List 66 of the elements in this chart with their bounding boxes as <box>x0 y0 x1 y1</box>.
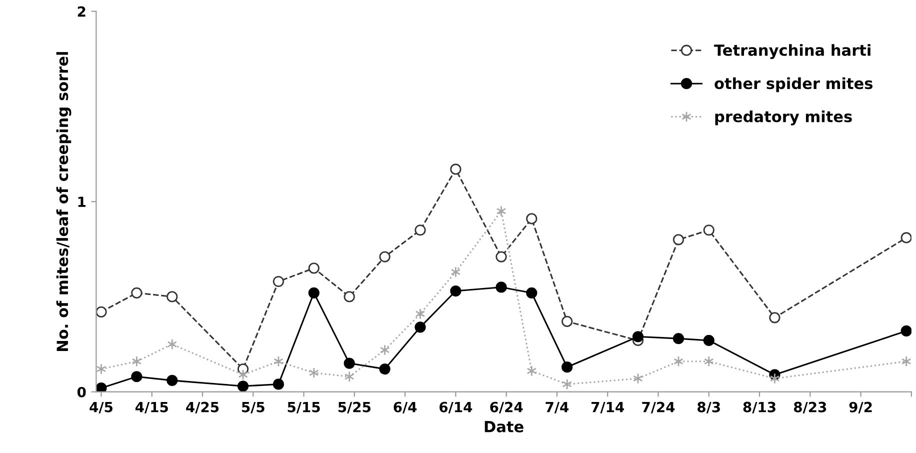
point <box>272 276 284 288</box>
point <box>131 287 142 298</box>
x-tick-label: 5/25 <box>338 402 370 414</box>
point <box>770 372 780 384</box>
point <box>703 334 714 346</box>
point <box>562 316 573 328</box>
point <box>308 287 320 298</box>
legend-label: other spider mites <box>714 77 872 92</box>
point <box>672 333 684 344</box>
point <box>96 306 107 318</box>
point <box>450 164 462 175</box>
point <box>900 325 912 337</box>
point <box>308 262 320 274</box>
y-axis-title: No. of mites/leaf of creeping sorrel <box>56 52 72 351</box>
point <box>703 224 714 236</box>
point <box>131 371 142 382</box>
point <box>496 251 507 262</box>
point <box>414 322 426 333</box>
point <box>237 380 249 392</box>
point <box>379 363 390 375</box>
x-axis-title: Date <box>484 421 524 432</box>
point <box>96 382 107 392</box>
point <box>272 378 284 390</box>
x-tick-label: 9/2 <box>849 402 872 414</box>
point <box>344 358 355 369</box>
y-tick-label: 2 <box>78 6 86 17</box>
point <box>132 356 142 367</box>
point <box>496 282 507 293</box>
point <box>526 213 538 224</box>
point <box>166 291 178 302</box>
point <box>344 291 355 302</box>
x-tick-label: 8/3 <box>698 402 720 414</box>
point <box>769 312 780 324</box>
x-tick-label: 7/4 <box>546 402 569 414</box>
x-tick-label: 7/24 <box>642 402 675 414</box>
point <box>450 285 462 297</box>
point <box>414 224 426 236</box>
x-tick-label: 6/24 <box>490 402 523 414</box>
point <box>562 362 573 373</box>
x-tick-label: 5/5 <box>242 402 264 414</box>
point <box>526 365 537 376</box>
point <box>632 331 644 342</box>
point <box>96 363 106 375</box>
x-tick-label: 4/5 <box>90 402 112 414</box>
point <box>526 287 538 298</box>
point <box>900 232 912 244</box>
y-tick-label: 0 <box>77 386 86 398</box>
y-tick-label: 1 <box>78 196 86 207</box>
x-tick-label: 7/14 <box>592 402 624 414</box>
x-tick-label: 6/4 <box>394 402 417 414</box>
point <box>166 374 178 386</box>
point <box>704 356 714 367</box>
point <box>672 234 684 246</box>
legend-label: Tetranychina harti <box>714 44 870 60</box>
point <box>901 356 912 367</box>
point <box>496 206 506 217</box>
legend-label: predatory mites <box>715 110 852 126</box>
x-tick-label: 8/23 <box>794 402 826 414</box>
x-tick-label: 8/13 <box>743 402 776 414</box>
x-tick-label: 4/15 <box>135 402 168 414</box>
point <box>450 266 461 278</box>
x-tick-label: 4/25 <box>186 402 219 414</box>
point <box>380 344 390 356</box>
point <box>379 251 390 262</box>
x-tick-label: 6/14 <box>440 402 472 414</box>
x-tick-label: 5/15 <box>288 402 320 414</box>
